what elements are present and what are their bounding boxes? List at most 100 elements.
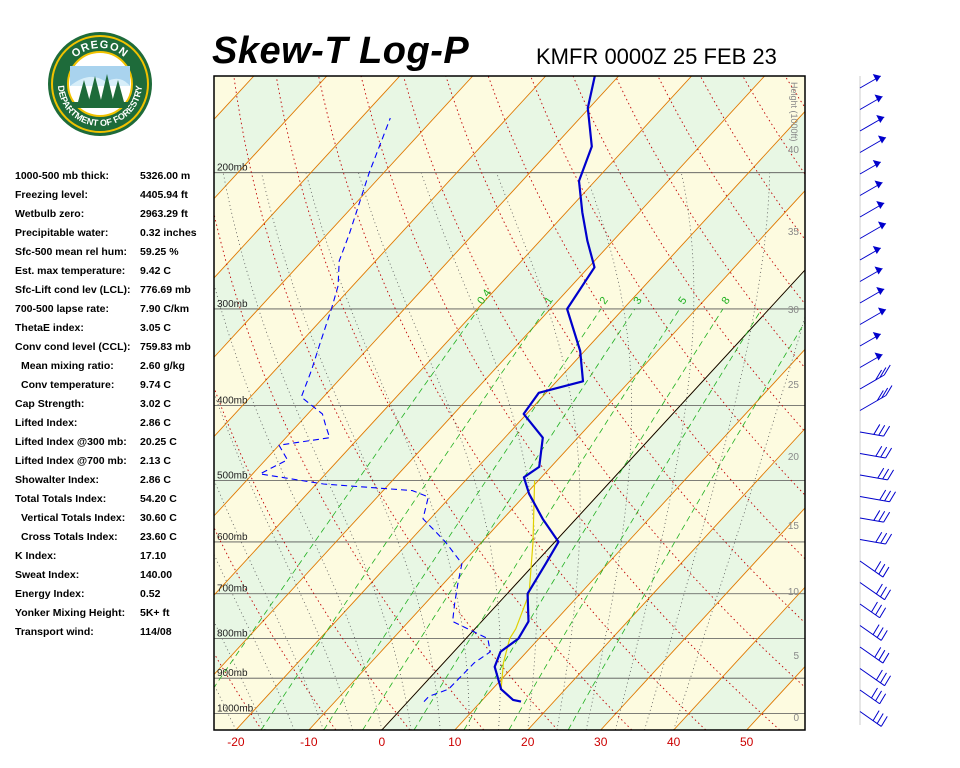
mixing-ratio-line (567, 321, 805, 730)
wind-barb (859, 160, 882, 175)
stat-value: 59.25 % (140, 246, 179, 258)
isotherm-line (600, 507, 805, 730)
dry-adiabat-line (614, 76, 805, 369)
wind-barb (859, 307, 887, 325)
stat-value: 2.13 C (140, 455, 171, 467)
height-axis-title: Height (1000ft) (789, 82, 799, 142)
x-tick-label: 50 (740, 735, 754, 749)
stat-label: 700-500 lapse rate: (15, 303, 109, 315)
wind-barb (859, 687, 887, 705)
wind-barb (859, 489, 896, 503)
stat-value: 23.60 C (140, 531, 177, 543)
wind-barb (859, 560, 890, 578)
stat-label: Yonker Mixing Height: (15, 607, 126, 619)
wind-barb (859, 115, 885, 132)
isotherm-line (381, 269, 805, 730)
stat-label: Freezing level: (15, 189, 88, 201)
isobar-label: 500mb (217, 471, 248, 482)
stat-value: 3.05 C (140, 322, 171, 334)
zero-isotherm-line (381, 269, 805, 730)
stat-label: Transport wind: (15, 626, 94, 638)
dry-adiabat-line (275, 76, 633, 730)
stat-label: Lifted Index @700 mb: (15, 455, 127, 467)
temperature-band (235, 111, 805, 730)
stat-value: 30.60 C (140, 512, 177, 524)
stat-label: K Index: (15, 550, 57, 562)
stat-label: Sweat Index: (15, 569, 80, 581)
moist-adiabat-line (358, 172, 501, 730)
isobar-label: 800mb (217, 629, 248, 640)
wind-barb (859, 385, 893, 411)
stat-label: 1000-500 mb thick: (15, 170, 109, 182)
moist-adiabat-line (305, 172, 470, 730)
isobar-label: 200mb (217, 163, 248, 174)
wind-barb (859, 646, 890, 664)
temperature-band (527, 428, 805, 730)
wind-barb-column (859, 74, 896, 727)
wind-barb (859, 180, 883, 196)
stat-label: Lifted Index: (15, 417, 78, 429)
wind-barb (859, 364, 891, 390)
temperature-band (673, 587, 805, 730)
mixing-ratio-label: 0.4 (475, 287, 494, 306)
mixing-ratio-label: 5 (676, 295, 689, 307)
stat-value: 9.74 C (140, 379, 171, 391)
wind-barb (859, 668, 892, 687)
stat-value: 140.00 (140, 569, 173, 581)
dry-adiabat-line (742, 76, 805, 175)
isotherm-line (214, 76, 765, 676)
mixing-ratio-lines (214, 308, 805, 730)
stat-value: 0.32 inches (140, 227, 197, 239)
mixing-ratio-label: 3 (631, 295, 644, 307)
mixing-ratio-line (413, 308, 680, 730)
dry-adiabat-line (828, 76, 960, 730)
dry-adiabat-line (912, 76, 960, 730)
isobar-label: 900mb (217, 668, 248, 679)
moist-adiabat-line (214, 282, 383, 730)
height-tick-label: 10 (788, 587, 800, 598)
dry-adiabat-line (487, 76, 805, 560)
mixing-ratio-label: 8 (720, 295, 733, 307)
height-tick-label: 40 (788, 145, 800, 156)
logo-trees-icon (70, 66, 130, 108)
dry-adiabat-line (657, 76, 805, 305)
stat-value: 5326.00 m (140, 170, 191, 182)
isotherm-line (673, 586, 805, 730)
stat-value: 5K+ ft (140, 607, 170, 619)
moist-adiabat-line (496, 172, 581, 730)
moist-adiabat-line (214, 392, 353, 730)
wind-barb (859, 624, 888, 641)
stat-value: 759.83 mb (140, 341, 191, 353)
mixing-ratio-label: 2 (597, 295, 610, 307)
stat-value: 7.90 C/km (140, 303, 190, 315)
wind-barb (859, 352, 883, 368)
moist-adiabat-line (644, 172, 771, 730)
stat-label: ThetaE index: (15, 322, 84, 334)
stat-label: Cap Strength: (15, 398, 85, 410)
stat-label: Total Totals Index: (15, 493, 107, 505)
height-tick-label: 20 (788, 452, 800, 463)
mixing-ratio-label: 1 (542, 295, 555, 307)
dry-adiabat-line (572, 76, 805, 433)
stat-label: Precipitable water: (15, 227, 109, 239)
isotherm-line (235, 110, 805, 730)
isotherm-line (746, 665, 805, 730)
dry-adiabat-line (402, 76, 805, 688)
wind-barb (859, 601, 887, 619)
isotherm-line (454, 348, 805, 730)
stat-label: Cross Totals Index: (21, 531, 118, 543)
stat-label: Sfc-Lift cond lev (LCL): (15, 284, 131, 296)
moist-adiabat-line (222, 172, 412, 730)
wind-barb (859, 424, 891, 437)
wind-barb (859, 266, 883, 282)
height-tick-label: 30 (788, 305, 800, 316)
wind-barb (859, 532, 893, 545)
moist-adiabat-line (420, 172, 538, 730)
dry-adiabat-line (233, 76, 559, 730)
dry-adiabat-line (870, 76, 960, 730)
stat-value: 2963.29 ft (140, 208, 188, 220)
dry-adiabat-line (318, 76, 707, 730)
stat-value: 17.10 (140, 550, 167, 562)
height-tick-label: 35 (788, 227, 800, 238)
wind-barb (859, 710, 888, 727)
